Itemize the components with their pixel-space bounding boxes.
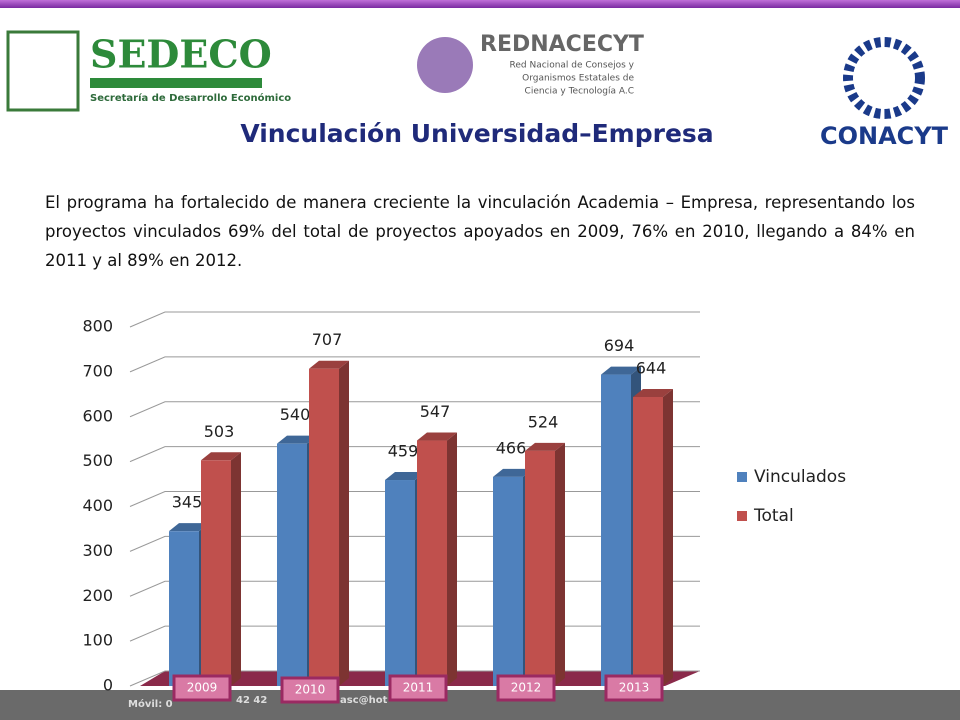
- red-logo: REDNACECYT: [480, 32, 644, 57]
- bar-side: [663, 389, 673, 686]
- bar: [309, 368, 339, 686]
- y-tick-label: 700: [82, 361, 113, 380]
- grid-line: [129, 356, 700, 373]
- y-tick-label: 800: [82, 317, 113, 336]
- grid-line: [129, 446, 700, 463]
- bar-top: [525, 442, 565, 451]
- value-label: 707: [312, 330, 343, 349]
- x-tick-label: 2009: [187, 681, 218, 695]
- y-tick-label: 200: [82, 586, 113, 605]
- x-tick-label: 2012: [511, 681, 542, 695]
- year-box: [172, 674, 232, 702]
- y-tick-label: 100: [82, 631, 113, 650]
- bar: [633, 397, 663, 686]
- bar: [601, 374, 631, 686]
- sedeco-sub: Secretaría de Desarrollo Económico: [90, 92, 291, 104]
- value-label: 466: [496, 438, 527, 457]
- y-tick-label: 300: [82, 541, 113, 560]
- value-label: 540: [280, 405, 311, 424]
- bar-top: [169, 523, 209, 532]
- y-tick-label: 600: [82, 406, 113, 425]
- bar: [525, 450, 555, 686]
- value-label: 503: [204, 422, 235, 441]
- bar-side: [339, 360, 349, 686]
- footer-text: asc@hot: [340, 695, 388, 706]
- bar-top: [201, 452, 241, 461]
- bar: [385, 480, 415, 686]
- footer-bar: [0, 690, 960, 720]
- bar-top: [277, 435, 317, 444]
- sedeco-band: [90, 78, 262, 88]
- sedeco-logo: SEDECO: [90, 32, 272, 77]
- value-label: 459: [388, 442, 419, 461]
- sedeco-crest: [6, 30, 80, 112]
- legend-swatch: [737, 511, 747, 521]
- y-tick-label: 500: [82, 451, 113, 470]
- red-sub: Organismos Estatales de: [522, 74, 634, 84]
- bar: [169, 531, 199, 686]
- bar: [417, 440, 447, 686]
- y-tick-label: 0: [103, 676, 113, 695]
- top-bar: [0, 0, 960, 8]
- year-box: [496, 674, 556, 702]
- bar-top: [385, 472, 425, 481]
- legend-label: Total: [753, 506, 794, 526]
- bar: [201, 460, 231, 686]
- conacyt-logo: CONACYT: [820, 122, 949, 150]
- grid-line: [129, 311, 700, 328]
- conacyt-dots: [843, 37, 925, 119]
- red-sub: Red Nacional de Consejos y: [510, 61, 635, 71]
- value-label: 547: [420, 402, 451, 421]
- footer-text: Móvil: 0: [128, 698, 173, 710]
- legend-label: Vinculados: [754, 467, 846, 487]
- year-box: [280, 676, 340, 704]
- red-sub: Ciencia y Tecnología A.C: [525, 87, 634, 97]
- bar-top: [633, 389, 673, 398]
- bar-top: [601, 366, 641, 375]
- legend-swatch: [737, 472, 747, 482]
- x-tick-label: 2013: [619, 681, 650, 695]
- year-box: [604, 674, 664, 702]
- value-label: 694: [604, 336, 635, 355]
- bar-side: [447, 432, 457, 686]
- slide-title: Vinculación Universidad–Empresa: [240, 119, 713, 148]
- bar: [493, 476, 523, 686]
- y-tick-label: 400: [82, 496, 113, 515]
- year-box: [388, 674, 448, 702]
- bar: [277, 443, 307, 686]
- paragraph: El programa ha fortalecido de manera cre…: [45, 193, 915, 270]
- bar-top: [493, 468, 533, 477]
- red-logo-circle: [417, 37, 473, 93]
- footer-text: 42 42: [236, 695, 267, 706]
- value-label: 524: [528, 412, 559, 431]
- bar-top: [417, 432, 457, 441]
- bar-side: [555, 442, 565, 686]
- bar-side: [231, 452, 241, 686]
- bar-top: [309, 360, 349, 369]
- grid-line: [129, 401, 700, 418]
- value-label: 345: [172, 493, 203, 512]
- x-tick-label: 2010: [295, 683, 326, 697]
- value-label: 644: [636, 359, 667, 378]
- x-tick-label: 2011: [403, 681, 434, 695]
